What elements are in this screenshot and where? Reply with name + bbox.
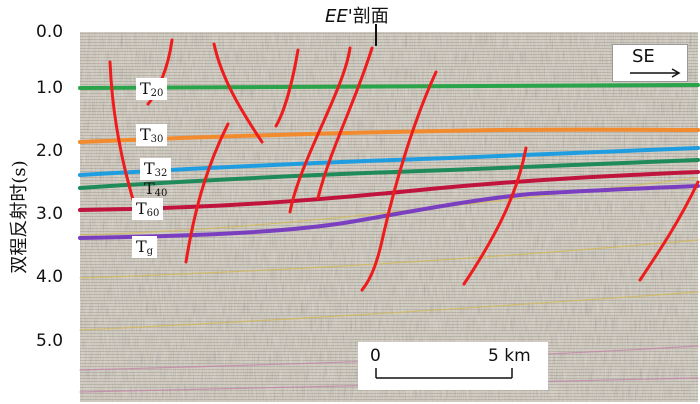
reflection-trace (79, 239, 699, 279)
scale-bar-start: 0 (370, 346, 381, 366)
fault-line (108, 60, 140, 218)
y-tick-label: 2.0 (36, 141, 64, 161)
horizon-label-t32: T32 (140, 158, 172, 180)
reflection-trace (79, 291, 699, 331)
fault-line (316, 46, 374, 200)
section-title: EE'剖面 (325, 2, 389, 28)
section-title-suffix: '剖面 (347, 6, 389, 27)
fault-line (360, 70, 438, 292)
fault-line (638, 180, 700, 282)
horizon-label-tg: Tg (132, 236, 158, 258)
horizon-label-t20: T20 (136, 78, 168, 100)
scale-bar-box (358, 342, 548, 390)
y-tick-label: 4.0 (36, 267, 64, 287)
horizon-line-t32 (78, 146, 700, 177)
y-tick-label: 5.0 (36, 331, 64, 351)
horizon-label-t60: T60 (132, 198, 164, 220)
fault-line (462, 146, 528, 286)
scale-bar (375, 368, 513, 379)
y-tick-label: 3.0 (36, 204, 64, 224)
direction-label: SE (632, 46, 655, 67)
horizon-label-t40: T40 (144, 179, 168, 199)
y-tick-label: 0.0 (36, 22, 64, 42)
horizon-label-t30: T30 (136, 124, 168, 146)
fault-line (212, 42, 264, 144)
horizon-line-tg (78, 184, 700, 240)
y-tick-label: 1.0 (36, 78, 64, 98)
horizon-line-t60 (78, 170, 700, 212)
fault-line (274, 48, 300, 128)
direction-arrow-icon (630, 68, 681, 78)
y-axis-label: 双程反射时(s) (9, 160, 30, 274)
scale-bar-end: 5 km (488, 346, 531, 366)
fault-line (184, 122, 230, 264)
horizon-line-t40 (78, 158, 700, 190)
fault-line (288, 46, 352, 214)
horizon-line-t30 (78, 127, 700, 144)
section-title-prefix: EE (325, 6, 348, 27)
